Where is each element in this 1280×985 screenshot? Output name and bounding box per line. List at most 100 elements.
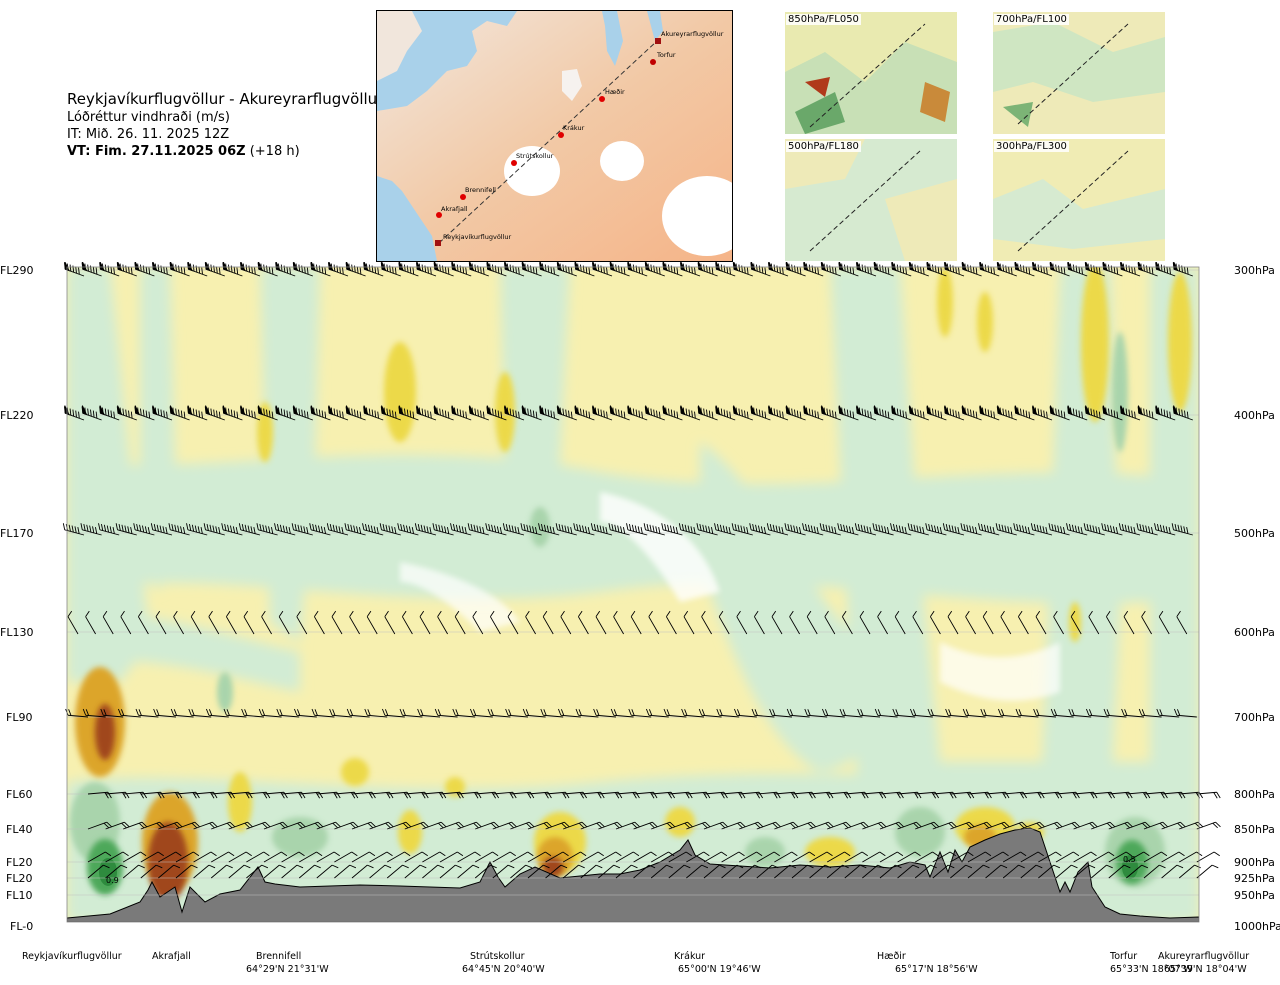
wind-barb bbox=[791, 821, 816, 830]
mini-map-700-label: 700hPa/FL100 bbox=[994, 14, 1069, 25]
wind-barb bbox=[386, 864, 409, 879]
wind-barb bbox=[222, 405, 243, 421]
wind-barb bbox=[329, 708, 353, 718]
wind-barb bbox=[926, 405, 947, 421]
wind-barb bbox=[827, 791, 852, 799]
wind-barb bbox=[1143, 791, 1168, 799]
wind-barb bbox=[580, 864, 603, 879]
wind-barb bbox=[1073, 821, 1098, 830]
wind-barb bbox=[668, 864, 691, 879]
wind-barb bbox=[452, 708, 476, 718]
wind-barb bbox=[892, 708, 916, 718]
wind-barb bbox=[563, 821, 588, 830]
wind-barb bbox=[1161, 821, 1186, 830]
wind-barb bbox=[701, 610, 712, 635]
wind-barb bbox=[228, 821, 253, 830]
wind-barb bbox=[1196, 864, 1219, 879]
mini-map-500[interactable]: 500hPa/FL180 bbox=[785, 139, 957, 261]
wind-barb bbox=[721, 791, 746, 799]
wind-barb bbox=[785, 405, 806, 421]
wind-barb bbox=[932, 851, 956, 863]
wind-barb bbox=[331, 610, 343, 635]
wind-barb bbox=[997, 708, 1021, 718]
wind-barb bbox=[967, 851, 992, 863]
wind-barb bbox=[474, 851, 499, 863]
wind-barb bbox=[351, 851, 376, 863]
wind-barb bbox=[838, 405, 859, 421]
wind-barb bbox=[786, 708, 810, 718]
mini-map-300[interactable]: 300hPa/FL300 bbox=[993, 139, 1165, 261]
wind-barb bbox=[1126, 864, 1149, 879]
wind-barb bbox=[879, 791, 904, 799]
wind-barb bbox=[505, 708, 529, 718]
wind-barb bbox=[732, 405, 753, 421]
wind-barb bbox=[914, 864, 937, 879]
wind-barb bbox=[228, 864, 251, 879]
valid-time-offset: (+18 h) bbox=[249, 144, 300, 159]
wind-barb bbox=[419, 610, 431, 635]
wind-barb bbox=[950, 864, 973, 879]
pressure-label: 300hPa bbox=[1234, 264, 1275, 277]
wind-barb bbox=[879, 851, 904, 863]
wind-barb bbox=[826, 864, 849, 879]
wind-barb bbox=[696, 523, 718, 536]
wind-barb bbox=[1033, 708, 1057, 718]
wind-barb bbox=[859, 610, 871, 635]
wind-barb bbox=[158, 821, 183, 830]
wind-barb bbox=[897, 851, 921, 863]
wind-barb bbox=[527, 791, 552, 799]
wind-barb bbox=[668, 821, 693, 830]
wind-barb bbox=[475, 821, 500, 830]
land-mass bbox=[377, 11, 732, 261]
wind-barb bbox=[562, 851, 587, 863]
marker-krakur bbox=[558, 132, 564, 138]
wind-barb bbox=[630, 610, 642, 635]
wind-barb bbox=[437, 610, 448, 635]
wind-barb bbox=[542, 610, 554, 635]
mini-map-700[interactable]: 700hPa/FL100 bbox=[993, 12, 1165, 134]
wind-barb bbox=[1050, 708, 1074, 718]
wind-barb bbox=[839, 708, 863, 718]
location-coord: 65°39'N 18°04'W bbox=[1164, 964, 1247, 975]
wind-barb bbox=[716, 708, 740, 718]
wind-barb bbox=[733, 708, 757, 718]
wind-barb bbox=[1158, 610, 1170, 635]
flight-level-label: FL220 bbox=[0, 409, 33, 422]
land-west bbox=[377, 11, 422, 81]
wind-barb bbox=[608, 523, 630, 536]
flight-level-label: FL20 bbox=[6, 856, 32, 869]
wind-barb bbox=[187, 405, 208, 421]
wind-barb bbox=[490, 610, 501, 635]
wind-barb bbox=[862, 821, 887, 830]
wind-barb bbox=[344, 523, 366, 536]
wind-barb bbox=[826, 851, 851, 863]
wind-barb bbox=[686, 821, 711, 830]
wind-barb bbox=[857, 708, 881, 718]
wind-barb bbox=[751, 708, 775, 718]
wind-barb bbox=[432, 523, 454, 536]
wind-barb bbox=[105, 791, 130, 799]
wind-barb bbox=[281, 821, 306, 830]
wind-barb bbox=[1091, 791, 1116, 799]
wind-barb bbox=[538, 523, 560, 536]
wind-barb bbox=[309, 523, 331, 536]
wind-barb bbox=[562, 864, 585, 879]
wind-barb bbox=[467, 523, 489, 536]
annotation-left: 0.9 bbox=[106, 876, 119, 885]
map-label-strutskollur: Strútskollur bbox=[516, 152, 554, 160]
mini-map-500-svg bbox=[785, 139, 957, 261]
wind-barb bbox=[246, 791, 271, 799]
wind-barb bbox=[1038, 864, 1061, 879]
wind-barb bbox=[1126, 791, 1151, 799]
wind-barb bbox=[117, 708, 141, 718]
wind-barb bbox=[877, 610, 888, 635]
wind-barb bbox=[326, 523, 349, 536]
wind-barb bbox=[351, 791, 376, 799]
wind-barb bbox=[175, 821, 200, 830]
wind-barb bbox=[668, 851, 692, 863]
mini-map-850[interactable]: 850hPa/FL050 bbox=[785, 12, 957, 134]
wind-barb bbox=[386, 851, 411, 863]
wind-barb bbox=[186, 523, 208, 536]
fjord-2 bbox=[647, 11, 663, 41]
wind-barb bbox=[1038, 851, 1062, 863]
